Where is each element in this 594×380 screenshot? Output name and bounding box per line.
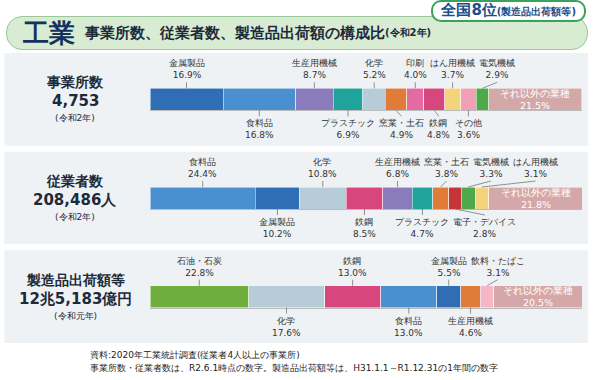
svg-text:石油・石炭22.8%: 石油・石炭22.8% [177,256,222,278]
svg-text:生産用機械8.7%: 生産用機械8.7% [292,58,337,80]
svg-text:プラスチック4.7%: プラスチック4.7% [395,217,449,239]
svg-text:その他3.6%: その他3.6% [455,118,482,140]
svg-text:鉄鋼13.0%: 鉄鋼13.0% [338,256,367,278]
svg-text:電気機械2.9%: 電気機械2.9% [479,58,515,80]
svg-text:食料品13.0%: 食料品13.0% [394,316,423,338]
svg-text:鉄鋼8.5%: 鉄鋼8.5% [353,217,376,239]
html-text:資料:2020年工業統計調査(従業者4人以上の事業所): 資料:2020年工業統計調査(従業者4人以上の事業所) [90,350,300,360]
svg-text:鉄鋼4.8%: 鉄鋼4.8% [427,118,450,140]
svg-text:はん用機械3.1%: はん用機械3.1% [513,157,558,179]
svg-text:生産用機械4.6%: 生産用機械4.6% [448,316,493,338]
svg-text:それ以外の業種21.8%: それ以外の業種21.8% [501,187,571,210]
svg-text:12兆5,183億円: 12兆5,183億円 [19,290,132,308]
svg-text:事業所数: 事業所数 [46,74,104,90]
svg-text:製造品出荷額等: 製造品出荷額等 [26,272,125,288]
svg-text:それ以外の業種21.5%: それ以外の業種21.5% [500,88,570,111]
svg-text:プラスチック6.9%: プラスチック6.9% [321,118,375,140]
svg-text:飲料・たばこ3.1%: 飲料・たばこ3.1% [471,256,525,278]
html-text:事業所数・従業者数は、R2.6.1時点の数字。製造品出荷額等: 事業所数・従業者数は、R2.6.1時点の数字。製造品出荷額等は、H31.1.1～… [90,363,498,373]
svg-text:(令和元年): (令和元年) [54,311,97,321]
svg-text:(令和2年): (令和2年) [55,212,95,222]
svg-text:はん用機械3.7%: はん用機械3.7% [430,58,475,80]
svg-text:印刷4.0%: 印刷4.0% [404,58,427,80]
svg-text:電気機械3.3%: 電気機械3.3% [473,157,509,179]
svg-text:金属製品5.5%: 金属製品5.5% [431,256,467,278]
svg-text:食料品24.4%: 食料品24.4% [188,157,217,179]
html-text:工業 事業所数、従業者数、製造品出荷額の構成比(令和2年): 工業 事業所数、従業者数、製造品出荷額の構成比(令和2年) [23,18,432,48]
svg-text:(令和2年): (令和2年) [55,113,95,123]
svg-text:化学5.2%: 化学5.2% [363,58,386,80]
svg-text:化学17.6%: 化学17.6% [272,316,301,338]
svg-text:金属製品10.2%: 金属製品10.2% [259,217,295,239]
svg-text:生産用機械6.8%: 生産用機械6.8% [375,157,420,179]
svg-text:電子・デバイス2.8%: 電子・デバイス2.8% [453,217,516,239]
svg-text:窯業・土石4.9%: 窯業・土石4.9% [379,118,424,140]
svg-text:従業者数: 従業者数 [46,173,104,189]
svg-text:食料品16.8%: 食料品16.8% [245,118,274,140]
svg-text:それ以外の業種20.5%: それ以外の業種20.5% [503,285,573,308]
html-text:全国8位(製造品出荷額等): 全国8位(製造品出荷額等) [441,1,576,19]
svg-text:金属製品16.9%: 金属製品16.9% [169,58,205,80]
svg-text:208,486人: 208,486人 [33,191,117,209]
svg-text:4,753: 4,753 [52,92,99,110]
svg-text:窯業・土石3.8%: 窯業・土石3.8% [424,157,469,179]
svg-text:化学10.8%: 化学10.8% [308,157,337,179]
